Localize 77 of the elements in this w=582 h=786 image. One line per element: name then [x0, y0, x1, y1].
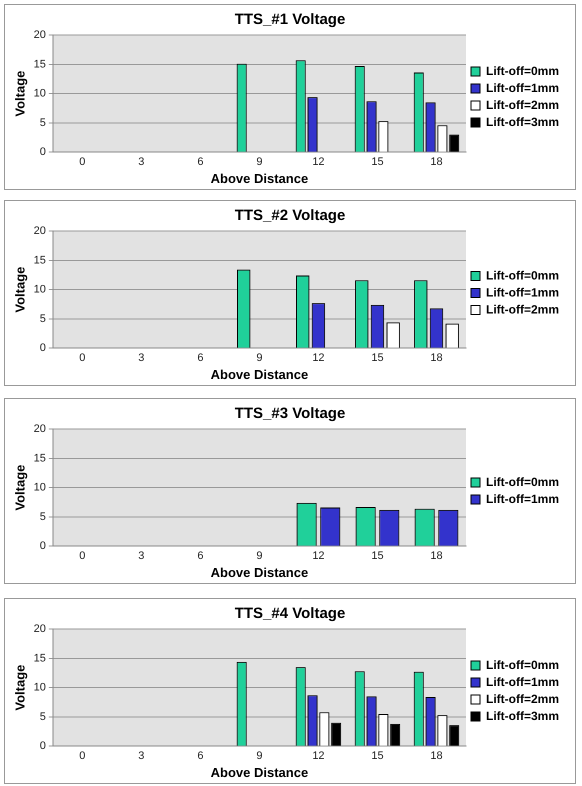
chart-title: TTS_#4 Voltage — [234, 605, 346, 622]
x-tick-label: 15 — [371, 550, 384, 562]
legend-label: Lift-off=1mm — [486, 492, 560, 506]
x-tick-label: 12 — [312, 550, 325, 562]
bar — [449, 134, 460, 152]
x-tick-label: 18 — [430, 750, 443, 762]
y-tick-label: 20 — [34, 225, 46, 238]
legend-label: Lift-off=1mm — [486, 80, 560, 95]
y-axis-title: Voltage — [12, 70, 28, 117]
x-tick-label: 18 — [430, 156, 443, 168]
x-tick-label: 9 — [256, 352, 262, 364]
legend-label: Lift-off=2mm — [486, 302, 560, 316]
x-tick-label: 18 — [430, 352, 443, 364]
x-tick-label: 15 — [371, 352, 384, 364]
y-tick-label: 5 — [40, 510, 46, 523]
legend-label: Lift-off=0mm — [486, 268, 560, 282]
y-axis-title: Voltage — [12, 266, 28, 313]
x-tick-label: 3 — [138, 550, 144, 562]
x-axis-title: Above Distance — [210, 564, 308, 580]
x-tick-label: 6 — [197, 550, 204, 562]
legend-label: Lift-off=1mm — [486, 285, 560, 300]
x-tick-label: 6 — [197, 156, 204, 168]
y-tick-label: 10 — [34, 482, 46, 494]
x-tick-label: 9 — [256, 550, 262, 562]
x-tick-label: 0 — [79, 352, 86, 364]
x-tick-label: 15 — [371, 750, 384, 762]
y-tick-label: 20 — [34, 423, 46, 436]
legend-label: Lift-off=0mm — [486, 658, 560, 672]
legend-label: Lift-off=2mm — [486, 98, 560, 112]
x-tick-label: 0 — [79, 750, 86, 762]
x-tick-label: 3 — [138, 750, 144, 762]
legend-label: Lift-off=2mm — [486, 692, 560, 706]
x-tick-label: 0 — [79, 156, 86, 168]
x-axis-title: Above Distance — [210, 764, 308, 780]
y-tick-label: 15 — [34, 452, 46, 464]
chart-title: TTS_#2 Voltage — [234, 207, 346, 224]
y-tick-label: 15 — [34, 254, 46, 266]
y-tick-label: 5 — [40, 312, 46, 325]
x-tick-label: 6 — [197, 352, 204, 364]
x-tick-label: 0 — [79, 550, 86, 562]
bar — [390, 724, 400, 746]
y-tick-label: 15 — [34, 58, 46, 70]
y-axis-title: Voltage — [12, 664, 28, 711]
x-axis-title: Above Distance — [210, 366, 308, 382]
legend-label: Lift-off=3mm — [486, 114, 560, 129]
y-tick-label: 0 — [40, 740, 46, 752]
y-tick-label: 5 — [40, 710, 46, 723]
x-axis-title: Above Distance — [210, 170, 308, 186]
y-tick-label: 15 — [34, 652, 46, 664]
chart-title: TTS_#3 Voltage — [234, 405, 346, 422]
y-tick-label: 10 — [34, 88, 46, 100]
x-tick-label: 12 — [312, 750, 325, 762]
x-tick-label: 15 — [371, 156, 384, 168]
x-tick-label: 9 — [256, 750, 262, 762]
chart-title: TTS_#1 Voltage — [234, 11, 346, 28]
legend-label: Lift-off=0mm — [486, 474, 560, 489]
legend-label: Lift-off=1mm — [486, 674, 560, 689]
x-tick-label: 12 — [312, 156, 325, 168]
y-tick-label: 20 — [34, 623, 46, 636]
y-tick-label: 0 — [40, 342, 46, 354]
x-tick-label: 9 — [256, 156, 262, 168]
y-tick-label: 10 — [34, 682, 46, 694]
bar — [449, 725, 460, 746]
x-tick-label: 3 — [138, 352, 144, 364]
x-tick-label: 6 — [197, 750, 204, 762]
x-tick-label: 3 — [138, 156, 144, 168]
y-tick-label: 0 — [40, 540, 46, 552]
y-tick-label: 10 — [34, 284, 46, 296]
y-axis-title: Voltage — [12, 464, 28, 511]
y-tick-label: 20 — [34, 29, 46, 42]
x-tick-label: 12 — [312, 352, 325, 364]
legend-label: Lift-off=0mm — [486, 64, 560, 78]
y-tick-label: 5 — [40, 116, 46, 129]
bar — [331, 722, 342, 746]
x-tick-label: 18 — [430, 550, 443, 562]
legend-label: Lift-off=3mm — [486, 708, 560, 723]
y-tick-label: 0 — [40, 146, 46, 158]
